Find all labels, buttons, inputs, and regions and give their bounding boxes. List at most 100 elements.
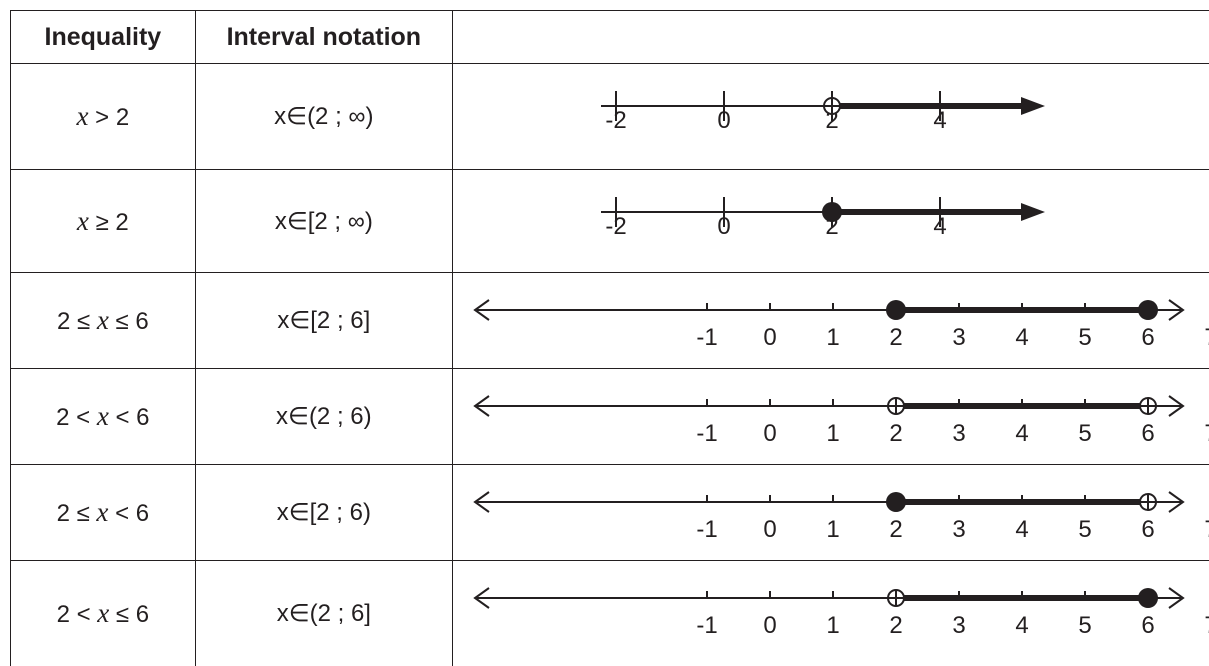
inequality-left: 2 < xyxy=(57,601,98,628)
arrow-right xyxy=(1021,97,1045,115)
inequality-right: ≤ 6 xyxy=(109,308,149,335)
tick-label: -1 xyxy=(696,324,717,351)
tick-label: 6 xyxy=(1141,420,1154,447)
number-line: -10123456789 xyxy=(453,465,1209,553)
tick-label: 6 xyxy=(1141,324,1154,351)
tick-label: -2 xyxy=(605,107,626,134)
inequality-header: Inequality xyxy=(11,11,196,64)
inequality-cell: 2 ≤ x < 6 xyxy=(11,465,196,561)
interval-header: Interval notation xyxy=(195,11,452,64)
number-line-cell: -10123456789 xyxy=(452,273,1209,369)
interval-cell: x∈[2 ; ∞) xyxy=(195,170,452,273)
tick-label: 0 xyxy=(763,324,776,351)
tick-label: 3 xyxy=(952,420,965,447)
tick-label: -2 xyxy=(605,213,626,240)
tick-label: 3 xyxy=(952,516,965,543)
tick-label: 2 xyxy=(889,612,902,639)
number-line-cell: -10123456789 xyxy=(452,465,1209,561)
tick-label: 0 xyxy=(717,213,730,240)
inequality-right: > 2 xyxy=(88,104,129,131)
tick-label: -1 xyxy=(696,420,717,447)
tick-label: 0 xyxy=(763,612,776,639)
inequality-cell: 2 < x ≤ 6 xyxy=(11,561,196,666)
inequality-right: ≤ 6 xyxy=(109,601,149,628)
tick-label: 4 xyxy=(1015,420,1028,447)
left-endpoint-closed-point xyxy=(886,492,906,512)
variable-x: x xyxy=(77,101,89,131)
number-line: -10123456789 xyxy=(453,561,1209,659)
tick-label: 0 xyxy=(717,107,730,134)
number-line: -10123456789 xyxy=(453,369,1209,457)
tick-label: 2 xyxy=(889,516,902,543)
variable-x: x xyxy=(77,206,89,236)
inequality-left: 2 < xyxy=(56,404,97,431)
left-endpoint-closed-point xyxy=(886,300,906,320)
tick-label: 4 xyxy=(933,213,946,240)
tick-label: 2 xyxy=(889,420,902,447)
inequality-right: < 6 xyxy=(109,404,150,431)
table-row: 2 < x ≤ 6 x∈(2 ; 6] -10123456789 xyxy=(11,561,1209,666)
table-row: 2 ≤ x < 6 x∈[2 ; 6) -10123456789 xyxy=(11,465,1209,561)
arrow-right xyxy=(1021,203,1045,221)
tick-label: -1 xyxy=(696,516,717,543)
interval-cell: x∈[2 ; 6] xyxy=(195,273,452,369)
tick-label: 5 xyxy=(1078,612,1091,639)
tick-label: 7 xyxy=(1204,420,1209,447)
tick-label: 0 xyxy=(763,420,776,447)
tick-label: 6 xyxy=(1141,516,1154,543)
number-line-header xyxy=(452,11,1209,64)
inequality-right: < 6 xyxy=(108,500,149,527)
inequality-left: 2 ≤ xyxy=(57,500,97,527)
variable-x: x xyxy=(97,305,109,335)
variable-x: x xyxy=(96,497,108,527)
tick-label: 3 xyxy=(952,324,965,351)
tick-label: 5 xyxy=(1078,324,1091,351)
tick-label: 0 xyxy=(763,516,776,543)
number-line-cell: -10123456789 xyxy=(452,561,1209,666)
tick-label: 7 xyxy=(1204,612,1209,639)
interval-cell: x∈[2 ; 6) xyxy=(195,465,452,561)
number-line-cell: -10123456789 xyxy=(452,369,1209,465)
table-row: 2 < x < 6 x∈(2 ; 6) -10123456789 xyxy=(11,369,1209,465)
interval-cell: x∈(2 ; 6) xyxy=(195,369,452,465)
tick-label: 1 xyxy=(826,612,839,639)
tick-label: 5 xyxy=(1078,420,1091,447)
tick-label: 3 xyxy=(952,612,965,639)
header-row: Inequality Interval notation xyxy=(11,11,1209,64)
tick-label: 4 xyxy=(933,107,946,134)
tick-label: -1 xyxy=(696,612,717,639)
tick-label: 6 xyxy=(1141,612,1154,639)
tick-label: 4 xyxy=(1015,324,1028,351)
left-endpoint-closed-point xyxy=(822,202,842,222)
tick-label: 4 xyxy=(1015,612,1028,639)
tick-label: 5 xyxy=(1078,516,1091,543)
variable-x: x xyxy=(97,401,109,431)
tick-label: 7 xyxy=(1204,324,1209,351)
inequality-left: 2 ≤ xyxy=(57,308,97,335)
number-line: -10123456789 xyxy=(453,273,1209,361)
inequality-cell: x > 2 xyxy=(11,64,196,170)
table-row: 2 ≤ x ≤ 6 x∈[2 ; 6] -10123456789 xyxy=(11,273,1209,369)
tick-label: 1 xyxy=(826,420,839,447)
inequality-cell: x ≥ 2 xyxy=(11,170,196,273)
tick-label: 1 xyxy=(826,324,839,351)
right-endpoint-closed-point xyxy=(1138,588,1158,608)
tick-label: 7 xyxy=(1204,516,1209,543)
inequality-cell: 2 ≤ x ≤ 6 xyxy=(11,273,196,369)
right-endpoint-closed-point xyxy=(1138,300,1158,320)
interval-cell: x∈(2 ; 6] xyxy=(195,561,452,666)
inequality-cell: 2 < x < 6 xyxy=(11,369,196,465)
interval-cell: x∈(2 ; ∞) xyxy=(195,64,452,170)
variable-x: x xyxy=(97,598,109,628)
inequality-table: Inequality Interval notation x > 2 x∈(2 … xyxy=(10,10,1209,666)
tick-label: 2 xyxy=(889,324,902,351)
tick-label: 4 xyxy=(1015,516,1028,543)
tick-label: 1 xyxy=(826,516,839,543)
inequality-right: ≥ 2 xyxy=(89,209,129,236)
